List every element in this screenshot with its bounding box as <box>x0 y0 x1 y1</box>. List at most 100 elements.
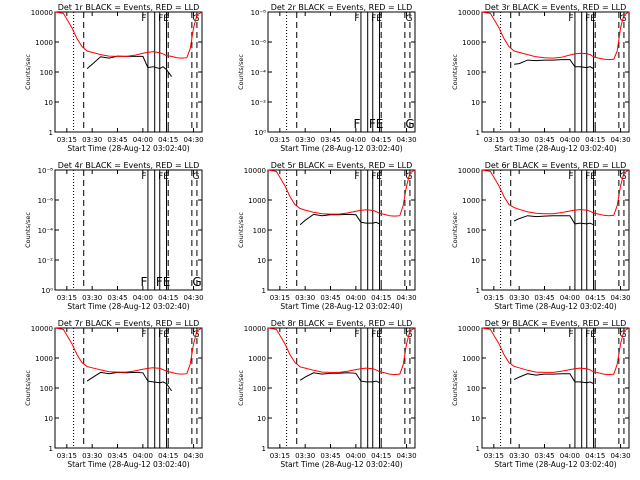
y-tick-label: 1 <box>262 445 266 453</box>
y-tick-label: 10000 <box>458 325 480 333</box>
panel-det-4: Det 4r BLACK = Events, RED = LLD 10⁰ 10⁻² 1… <box>24 161 204 311</box>
flag-fe: FE <box>585 172 596 182</box>
panel-title: Det 1r BLACK = Events, RED = LLD <box>58 3 200 12</box>
plot-frame <box>267 11 416 133</box>
x-tick-label: 04:00 <box>346 452 366 460</box>
events-series-line <box>86 55 173 77</box>
x-tick-label: 04:15 <box>585 136 605 144</box>
x-axis-label: Start Time (28-Aug-12 03:02:40) <box>494 302 616 311</box>
y-tick-label: 10000 <box>31 9 53 17</box>
x-tick-label: 04:30 <box>610 294 630 302</box>
x-tick-label: 03:15 <box>57 452 77 460</box>
x-axis-label: Start Time (28-Aug-12 03:02:40) <box>67 460 189 469</box>
plot-frame <box>267 169 416 291</box>
x-tick-label: 04:00 <box>346 294 366 302</box>
flag-f: F <box>354 330 359 340</box>
y-axis-label: Counts/sec <box>451 212 459 248</box>
x-tick-label: 03:45 <box>534 452 554 460</box>
x-axis-label: Start Time (28-Aug-12 03:02:40) <box>280 302 402 311</box>
y-tick-label: 1000 <box>462 197 480 205</box>
y-axis-label: Counts/sec <box>237 370 245 406</box>
lld-series-line <box>481 169 630 217</box>
x-tick-label: 04:30 <box>396 452 416 460</box>
events-series-line <box>513 373 594 385</box>
y-tick-label: 1000 <box>35 39 53 47</box>
x-tick-label: 03:45 <box>320 452 340 460</box>
x-tick-label: 03:15 <box>270 294 290 302</box>
flag-g-bottom: G <box>405 117 414 131</box>
x-tick-label: 03:15 <box>484 136 504 144</box>
x-tick-label: 03:45 <box>107 294 127 302</box>
x-tick-label: 03:15 <box>57 136 77 144</box>
x-tick-label: 04:15 <box>371 452 391 460</box>
y-tick-label: 100 <box>253 385 266 393</box>
y-tick-label: 10⁰ <box>254 129 266 137</box>
panel-title: Det 3r BLACK = Events, RED = LLD <box>485 3 627 12</box>
flag-f: F <box>141 172 146 182</box>
y-tick-label: 10⁻⁸ <box>251 9 267 17</box>
y-axis-label: Counts/sec <box>451 370 459 406</box>
y-tick-label: 1000 <box>462 39 480 47</box>
plot-frame <box>54 169 203 291</box>
x-tick-label: 03:45 <box>320 294 340 302</box>
y-tick-label: 10⁻⁸ <box>38 167 54 175</box>
flag-g: G <box>193 172 200 182</box>
plot-frame <box>267 327 416 449</box>
y-tick-label: 10⁻⁶ <box>38 197 54 205</box>
flag-f-bottom: F <box>140 275 147 289</box>
x-tick-label: 03:30 <box>295 136 315 144</box>
y-tick-label: 10⁻² <box>38 257 54 265</box>
panel-det-2: Det 2r BLACK = Events, RED = LLD 10⁰ 10⁻² 1… <box>237 3 417 153</box>
y-tick-label: 10 <box>471 99 480 107</box>
events-series-line <box>86 371 173 392</box>
y-tick-label: 10000 <box>458 9 480 17</box>
panel-det-6: Det 6r BLACK = Events, RED = LLD 1 10 100 10… <box>451 161 631 311</box>
plot-frame <box>481 327 630 449</box>
x-tick-label: 03:30 <box>509 294 529 302</box>
y-tick-label: 10000 <box>458 167 480 175</box>
x-tick-label: 03:30 <box>509 136 529 144</box>
panel-det-5: Det 5r BLACK = Events, RED = LLD 1 10 100 10… <box>237 161 417 311</box>
y-tick-label: 10 <box>257 415 266 423</box>
panel-title: Det 4r BLACK = Events, RED = LLD <box>58 161 200 170</box>
flag-f: F <box>141 330 146 340</box>
y-tick-label: 1 <box>49 445 53 453</box>
flag-fe: FE <box>158 330 169 340</box>
x-tick-label: 04:00 <box>133 452 153 460</box>
x-tick-label: 04:30 <box>396 136 416 144</box>
flag-fe: FE <box>585 330 596 340</box>
y-tick-label: 1000 <box>248 197 266 205</box>
panel-title: Det 5r BLACK = Events, RED = LLD <box>271 161 413 170</box>
x-tick-label: 04:30 <box>183 452 203 460</box>
y-tick-label: 10 <box>471 415 480 423</box>
x-tick-label: 03:30 <box>82 294 102 302</box>
x-tick-label: 03:15 <box>270 452 290 460</box>
y-tick-label: 1000 <box>462 355 480 363</box>
x-tick-label: 03:30 <box>295 294 315 302</box>
flag-f: F <box>141 14 146 24</box>
flag-fe-bottom: FE <box>369 117 383 131</box>
y-tick-label: 1 <box>476 287 480 295</box>
y-tick-label: 100 <box>40 385 53 393</box>
x-tick-label: 03:45 <box>320 136 340 144</box>
y-tick-label: 100 <box>467 385 480 393</box>
y-tick-label: 10 <box>471 257 480 265</box>
events-series-line <box>514 59 594 70</box>
x-tick-label: 03:15 <box>484 452 504 460</box>
events-series-line <box>299 372 380 384</box>
flag-fe: FE <box>371 14 382 24</box>
x-tick-label: 04:00 <box>133 136 153 144</box>
x-tick-label: 04:30 <box>183 294 203 302</box>
panel-det-7: Det 7r BLACK = Events, RED = LLD 1 10 100 10… <box>24 319 204 469</box>
y-tick-label: 1 <box>49 129 53 137</box>
x-tick-label: 04:15 <box>371 136 391 144</box>
x-tick-label: 03:15 <box>270 136 290 144</box>
flag-f: F <box>354 172 359 182</box>
flag-fe: FE <box>371 330 382 340</box>
x-tick-label: 04:30 <box>610 452 630 460</box>
y-tick-label: 1 <box>262 287 266 295</box>
panel-title: Det 6r BLACK = Events, RED = LLD <box>485 161 627 170</box>
panel-det-1: Det 1r BLACK = Events, RED = LLD 1 10 100 10… <box>24 3 204 153</box>
plot-frame <box>481 169 630 291</box>
